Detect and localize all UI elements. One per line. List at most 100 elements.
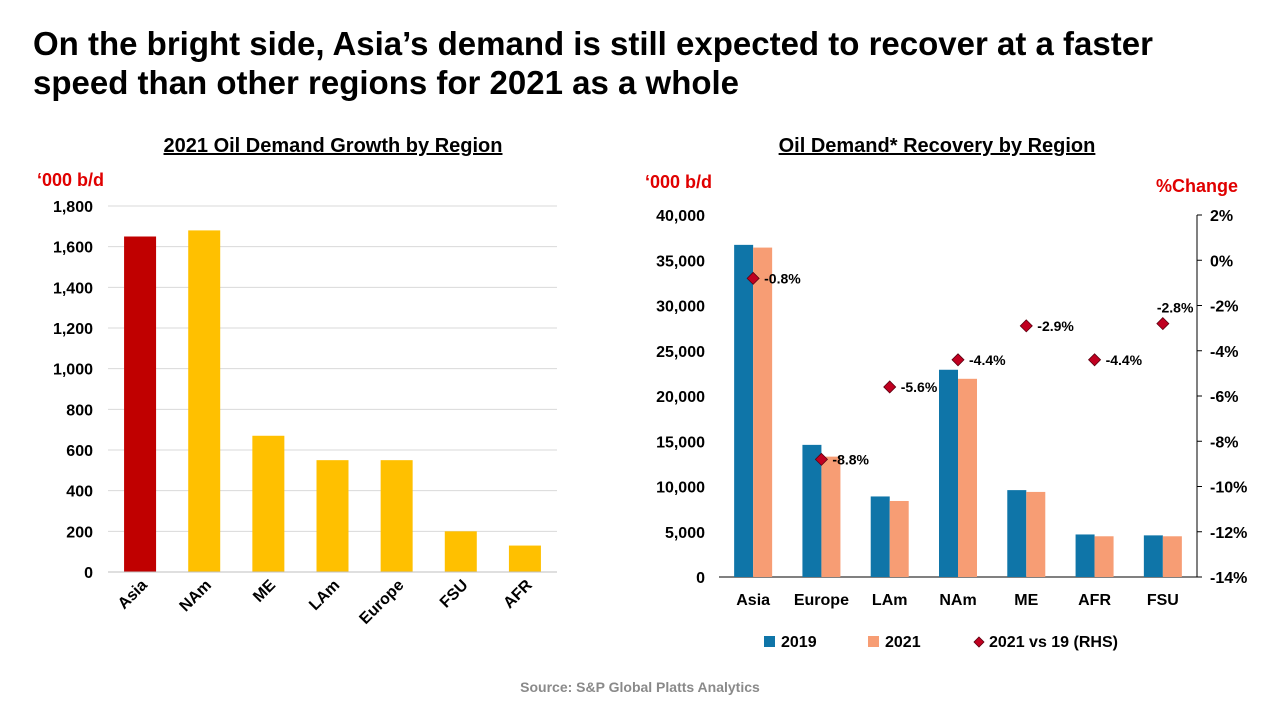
recovery-bar-2021-nam [958,378,977,577]
growth-bar-europe [380,460,413,572]
recovery-bar-2019-me [1007,490,1027,577]
recovery-chart-bars [734,244,1182,578]
recovery-x-tick: ME [1014,592,1038,609]
legend-label-2021: 2021 [885,634,921,651]
recovery-bar-2019-fsu [1143,535,1163,577]
growth-x-tick: NAm [177,577,215,615]
recovery-bar-2019-lam [870,496,890,577]
recovery-right-tick: -4% [1210,344,1238,361]
growth-y-tick: 1,600 [53,240,93,257]
growth-y-tick: 400 [66,484,93,501]
growth-bar-afr [508,545,541,572]
headline: On the bright side, Asia’s demand is sti… [33,25,1153,101]
recovery-right-tick: -10% [1210,480,1247,497]
growth-y-tick: 200 [66,524,93,541]
recovery-bar-2019-europe [802,444,822,577]
legend-label-2019: 2019 [781,634,817,651]
recovery-y-tick: 25,000 [656,344,705,361]
recovery-marker-label: -0.8% [764,270,801,286]
growth-y-tick: 600 [66,443,93,460]
legend-swatch-2021 [868,636,879,647]
growth-chart-title: 2021 Oil Demand Growth by Region [164,135,503,157]
recovery-x-tick: NAm [939,592,976,609]
recovery-bar-2021-asia [753,247,773,577]
recovery-chart-y-axis-right: -14% -12% -10% -8% -6% -4% -2% 0% 2% [1197,208,1247,587]
recovery-y-tick: 0 [696,570,705,587]
recovery-bar-2019-nam [939,369,958,577]
recovery-y-tick: 5,000 [665,525,705,542]
growth-bar-fsu [444,531,477,572]
recovery-bar-2021-afr [1094,536,1114,577]
recovery-bar-2021-me [1026,491,1046,577]
recovery-right-tick: -8% [1210,434,1238,451]
recovery-bar-2019-afr [1075,534,1095,577]
growth-x-tick: FSU [437,577,472,612]
growth-chart-y-axis: 0 200 400 600 800 1,000 1,200 1,400 1,600 1,800 [53,199,93,582]
growth-chart-unit: ‘000 b/d [37,170,104,190]
recovery-marker-europe [814,452,828,466]
growth-y-tick: 0 [84,565,93,582]
growth-x-tick: AFR [500,576,536,612]
recovery-bar-2021-fsu [1162,536,1182,577]
recovery-bar-2021-lam [889,500,909,577]
recovery-x-tick: LAm [872,592,908,609]
legend-swatch-rhs [973,636,985,648]
recovery-right-tick: -12% [1210,525,1247,542]
recovery-marker-label: -2.9% [1037,318,1074,334]
growth-x-tick: LAm [306,577,343,614]
recovery-chart-x-axis: Asia Europe LAm NAm ME AFR FSU [736,592,1179,609]
recovery-x-tick: Europe [794,592,849,609]
recovery-chart-legend: 2019 2021 2021 vs 19 (RHS) [764,634,1118,651]
source-note: Source: S&P Global Platts Analytics [520,679,760,695]
growth-chart-grid [108,205,557,532]
recovery-bar-2019-asia [734,244,754,578]
recovery-y-tick: 20,000 [656,389,705,406]
growth-bar-asia [124,236,157,572]
recovery-right-tick: 0% [1210,253,1233,270]
recovery-right-tick: 2% [1210,208,1233,225]
recovery-chart-unit-right: %Change [1156,176,1238,196]
recovery-y-tick: 30,000 [656,299,705,316]
growth-y-tick: 1,400 [53,280,93,297]
growth-y-tick: 1,800 [53,199,93,216]
recovery-y-tick: 35,000 [656,253,705,270]
recovery-marker-me [1019,319,1033,333]
recovery-chart-unit-left: ‘000 b/d [645,172,712,192]
legend-label-rhs: 2021 vs 19 (RHS) [989,634,1118,651]
growth-chart: 2021 Oil Demand Growth by Region ‘000 b/… [37,135,557,628]
recovery-right-tick: -6% [1210,389,1238,406]
recovery-marker-afr [1088,353,1102,367]
recovery-marker-label: -8.8% [832,451,869,467]
recovery-chart: Oil Demand* Recovery by Region ‘000 b/d … [645,135,1247,651]
recovery-x-tick: FSU [1147,592,1179,609]
recovery-chart-markers: -0.8% -8.8% -5.6% -4.4% -2.9% -4.4% -2.8% [746,270,1194,467]
growth-chart-bars [124,230,541,572]
legend-swatch-2019 [764,636,775,647]
recovery-marker-asia [746,271,760,285]
growth-y-tick: 1,000 [53,362,93,379]
growth-bar-me [252,435,285,572]
growth-x-tick: Asia [115,577,151,613]
growth-chart-x-axis: Asia NAm ME LAm Europe FSU AFR [115,576,536,627]
growth-x-tick: Europe [356,577,407,628]
recovery-y-tick: 10,000 [656,480,705,497]
growth-x-tick: ME [250,577,279,606]
recovery-x-tick: AFR [1078,592,1111,609]
recovery-y-tick: 15,000 [656,434,705,451]
recovery-bar-2021-europe [821,456,841,577]
recovery-marker-label: -4.4% [969,352,1006,368]
growth-y-tick: 800 [66,402,93,419]
growth-y-tick: 1,200 [53,321,93,338]
recovery-marker-label: -4.4% [1106,352,1143,368]
growth-bar-lam [316,460,349,572]
recovery-marker-lam [883,380,897,394]
recovery-right-tick: -2% [1210,299,1238,316]
recovery-chart-title: Oil Demand* Recovery by Region [779,135,1096,157]
growth-bar-nam [188,230,221,572]
recovery-chart-y-axis-left: 0 5,000 10,000 15,000 20,000 25,000 30,000 35,0… [656,208,705,587]
recovery-y-tick: 40,000 [656,208,705,225]
recovery-marker-fsu [1156,317,1170,331]
recovery-marker-label: -2.8% [1157,300,1194,316]
recovery-marker-label: -5.6% [901,379,938,395]
